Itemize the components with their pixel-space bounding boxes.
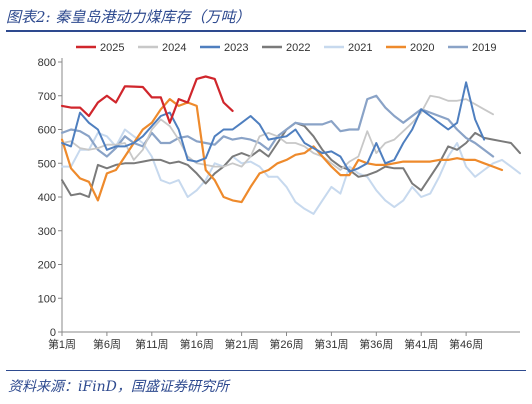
chart-legend: 2025 2024 2023 2022 2021 2020 2019	[76, 42, 496, 54]
x-tick-label: 第36周	[359, 337, 393, 351]
chart-title: 图表2: 秦皇岛港动力煤库存（万吨）	[6, 8, 251, 26]
legend-label-2022: 2022	[286, 42, 310, 54]
y-tick-label: 100	[38, 293, 56, 305]
x-tick-label: 第1周	[48, 337, 76, 351]
chart-series-lines	[60, 75, 521, 215]
source-note: 资料来源：iFinD，国盛证券研究所	[8, 379, 229, 395]
legend-label-2024: 2024	[162, 42, 186, 54]
x-tick-label: 第11周	[135, 337, 168, 351]
y-tick-label: 700	[38, 91, 56, 103]
legend-label-2020: 2020	[410, 42, 434, 54]
line-chart: 2025 2024 2023 2022 2021 2020 2019 0 100 200 300 4…	[38, 42, 521, 351]
x-tick-label: 第46周	[449, 337, 483, 351]
legend-label-2025: 2025	[100, 42, 124, 54]
legend-label-2021: 2021	[348, 42, 372, 54]
y-tick-label: 300	[38, 226, 56, 238]
x-tick-label: 第26周	[269, 337, 303, 351]
x-tick-label: 第41周	[404, 337, 438, 351]
x-tick-label: 第21周	[224, 337, 258, 351]
x-tick-label: 第6周	[93, 337, 121, 351]
y-tick-label: 500	[38, 158, 56, 170]
legend-label-2023: 2023	[224, 42, 248, 54]
series-line-2024	[61, 94, 495, 171]
x-tick-label: 第31周	[314, 337, 348, 351]
chart-axes: 0100200300400500600700800第1周 第6周 第11周 第16周第…	[38, 57, 520, 351]
y-tick-label: 200	[38, 260, 56, 272]
series-line-2023	[61, 81, 486, 173]
y-tick-label: 0	[50, 327, 56, 339]
title-divider	[6, 30, 526, 32]
x-tick-label: 第16周	[180, 337, 214, 351]
legend-label-2019: 2019	[472, 42, 496, 54]
series-line-2025	[60, 75, 234, 124]
y-tick-label: 600	[38, 125, 56, 137]
y-tick-label: 400	[38, 192, 56, 204]
footer-divider	[6, 370, 526, 371]
y-tick-label: 800	[38, 57, 56, 69]
